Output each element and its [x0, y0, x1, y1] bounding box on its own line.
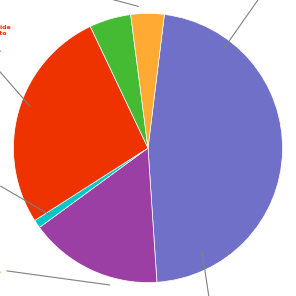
Wedge shape — [13, 26, 148, 221]
Text: Core Instructional Programs
$1,162,931,490 / 47%: Core Instructional Programs $1,162,931,4… — [157, 253, 272, 296]
Wedge shape — [90, 15, 148, 148]
Text: Programs that Provide
Additional Support to
Improve Student
Achievement
$660,247: Programs that Provide Additional Support… — [0, 25, 30, 106]
Text: School Operational
Support Programs
$401,581,569 / 16%: School Operational Support Programs $401… — [223, 0, 296, 49]
Text: Collaborative Partnership Programs
to Improve Student Achievement
$14,237,632 / : Collaborative Partnership Programs to Im… — [0, 0, 138, 7]
Wedge shape — [148, 15, 283, 282]
Wedge shape — [39, 148, 157, 283]
Wedge shape — [131, 13, 164, 148]
Wedge shape — [35, 148, 148, 227]
Text: Programs to
Support School
Improvement &
Ensure High
Quality Instruction
$128,53: Programs to Support School Improvement &… — [0, 148, 49, 215]
Text: School Operational
Support Programs
$401,581,569 / 16%: School Operational Support Programs $401… — [0, 257, 110, 285]
